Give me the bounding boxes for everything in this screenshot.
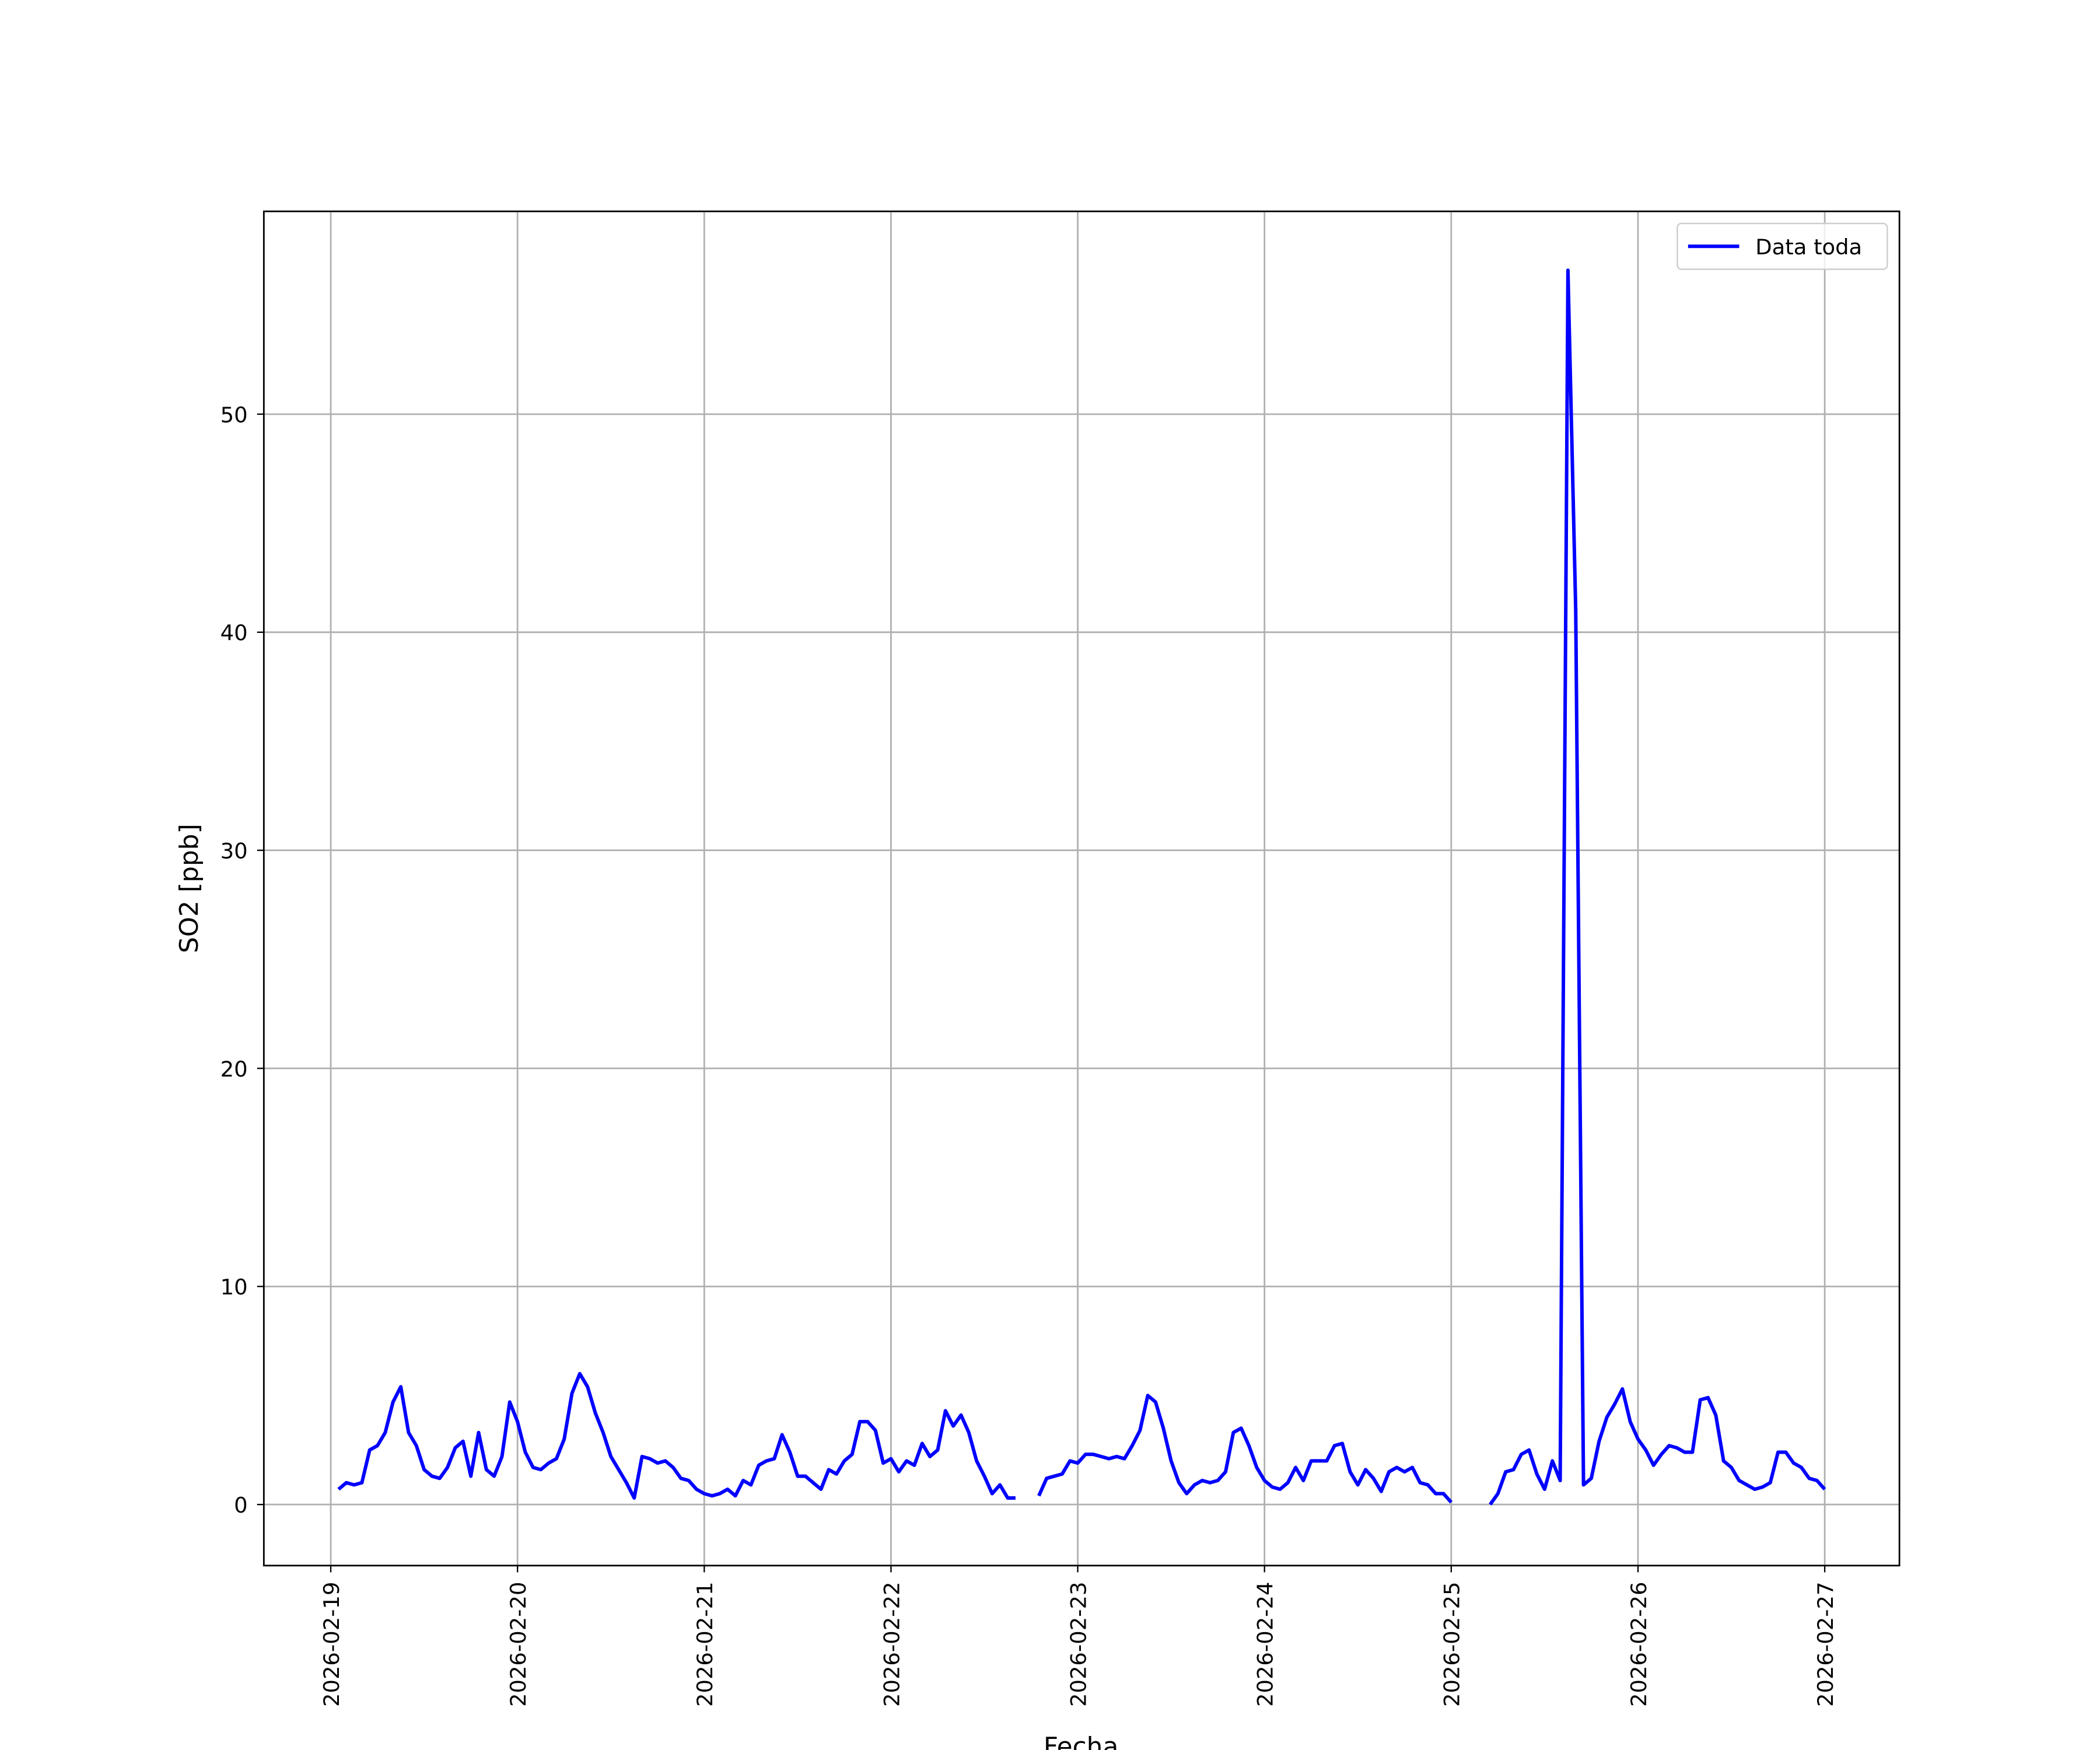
plot-frame — [262, 210, 1901, 1567]
data-line — [337, 268, 1826, 1506]
x-tick-label: 2026-02-21 — [692, 1582, 718, 1707]
x-axis-label: Fecha — [1044, 1732, 1119, 1750]
y-axis-label: SO2 [ppb] — [174, 824, 204, 953]
x-tick-label: 2026-02-27 — [1813, 1582, 1838, 1707]
x-tick-label: 2026-02-25 — [1440, 1582, 1465, 1707]
y-tick-label: 10 — [220, 1275, 248, 1300]
x-tick-label: 2026-02-26 — [1626, 1582, 1651, 1707]
x-tick-label: 2026-02-19 — [319, 1582, 344, 1707]
y-tick-label: 50 — [220, 402, 248, 428]
legend-box — [1676, 222, 1888, 270]
y-tick-label: 0 — [234, 1493, 247, 1518]
x-tick-label: 2026-02-20 — [506, 1582, 531, 1707]
legend-label: Data toda — [1755, 235, 1862, 260]
x-tick-label: 2026-02-22 — [879, 1582, 904, 1707]
y-tick-label: 40 — [220, 621, 248, 646]
legend: Data toda — [1676, 222, 1888, 270]
x-tick-label: 2026-02-24 — [1253, 1582, 1278, 1707]
x-tick-label: 2026-02-23 — [1066, 1582, 1091, 1707]
y-tick-label: 20 — [220, 1056, 248, 1082]
y-tick-label: 30 — [220, 839, 248, 864]
